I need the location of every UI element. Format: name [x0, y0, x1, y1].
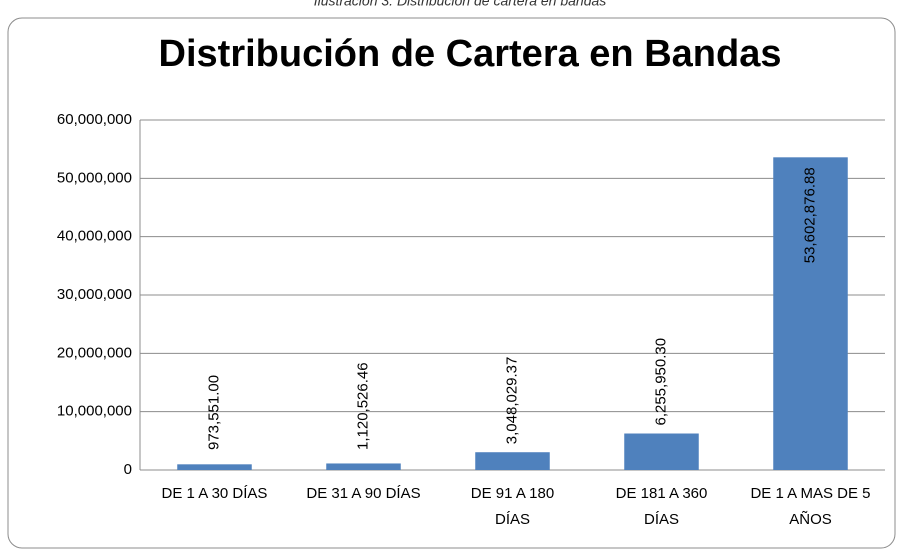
- bar: [177, 464, 252, 470]
- x-tick-label: DE 1 A 30 DÍAS: [162, 485, 268, 502]
- chart-title: Distribución de Cartera en Bandas: [159, 33, 782, 75]
- y-tick-label: 20,000,000: [57, 344, 132, 361]
- y-tick-label: 10,000,000: [57, 403, 132, 420]
- data-label: 53,602,876.88: [801, 167, 818, 263]
- data-label: 1,120,526.46: [354, 362, 371, 450]
- bar: [326, 463, 401, 470]
- bar: [475, 452, 550, 470]
- chart-frame: [7, 17, 896, 549]
- x-tick-label: DE 91 A 180 DÍAS: [471, 485, 554, 528]
- data-label: 3,048,029.37: [503, 357, 520, 445]
- data-label: 6,255,950.30: [652, 338, 669, 426]
- x-tick-label: DE 181 A 360 DÍAS: [616, 485, 708, 528]
- y-tick-label: 50,000,000: [57, 169, 132, 186]
- y-tick-label: 0: [124, 461, 132, 478]
- data-label: 973,551.00: [205, 375, 222, 450]
- caption: Ilustración 3. Distribución de cartera e…: [314, 0, 607, 9]
- x-tick-label: DE 1 A MAS DE 5 AÑOS: [750, 485, 870, 528]
- x-tick-label: DE 31 A 90 DÍAS: [306, 485, 420, 502]
- y-tick-label: 60,000,000: [57, 111, 132, 128]
- y-tick-label: 30,000,000: [57, 286, 132, 303]
- bar: [624, 433, 699, 470]
- bar: [773, 157, 848, 470]
- y-tick-label: 40,000,000: [57, 228, 132, 245]
